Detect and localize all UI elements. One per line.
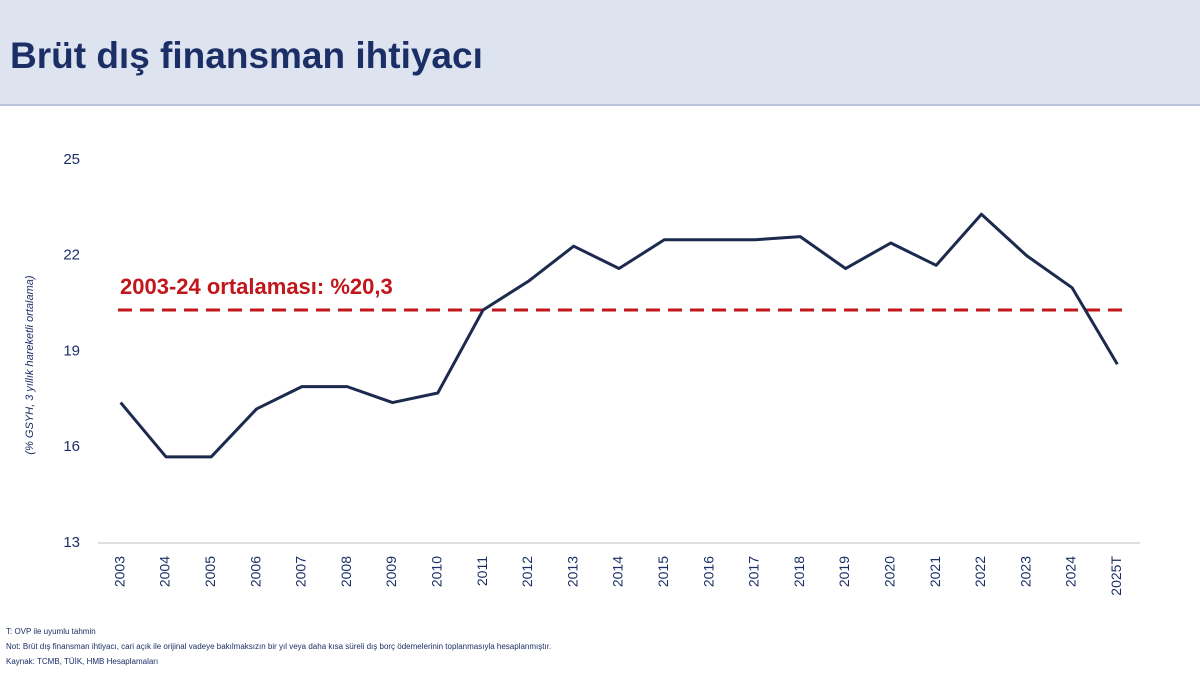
data-line	[119, 212, 1119, 459]
x-tick-label: 2022	[972, 556, 988, 587]
y-tick-label: 22	[63, 247, 80, 264]
x-tick-label: 2011	[474, 556, 490, 586]
slide-title: Brüt dış finansman ihtiyacı	[10, 35, 483, 76]
x-tick-label: 2005	[202, 556, 218, 587]
x-tick-label: 2016	[700, 556, 716, 587]
x-tick-label: 2023	[1017, 556, 1033, 587]
x-tick-label: 2013	[564, 556, 580, 587]
x-tick-label: 2004	[157, 556, 173, 587]
y-tick-label: 25	[63, 151, 80, 168]
x-tick-label: 2009	[383, 556, 399, 587]
y-tick-label: 16	[63, 438, 80, 455]
x-tick-label: 2010	[428, 556, 444, 587]
footnote: Not: Brüt dış finansman ihtiyacı, cari a…	[6, 642, 551, 651]
header-band	[0, 0, 1200, 105]
x-tick-label: 2021	[927, 556, 943, 587]
x-tick-label: 2006	[247, 556, 263, 587]
x-tick-label: 2015	[655, 556, 671, 587]
y-tick-label: 19	[63, 342, 80, 359]
y-axis-label: (% GSYH, 3 yıllık hareketli ortalama)	[24, 275, 36, 454]
x-tick-label: 2017	[746, 556, 762, 587]
x-tick-label: 2007	[293, 556, 309, 587]
x-tick-label: 2008	[338, 556, 354, 587]
reference-label: 2003-24 ortalaması: %20,3	[120, 274, 393, 299]
x-tick-label: 2024	[1063, 556, 1079, 587]
y-tick-label: 13	[63, 534, 80, 551]
x-tick-label: 2025T	[1108, 556, 1124, 596]
x-tick-label: 2014	[610, 556, 626, 587]
footnote: T: OVP ile uyumlu tahmin	[6, 627, 96, 636]
x-tick-label: 2018	[791, 556, 807, 587]
x-tick-label: 2012	[519, 556, 535, 587]
x-tick-label: 2020	[882, 556, 898, 587]
x-tick-label: 2003	[111, 556, 127, 587]
x-tick-label: 2019	[836, 556, 852, 587]
footnote: Kaynak: TCMB, TÜİK, HMB Hesaplamaları	[6, 657, 158, 666]
